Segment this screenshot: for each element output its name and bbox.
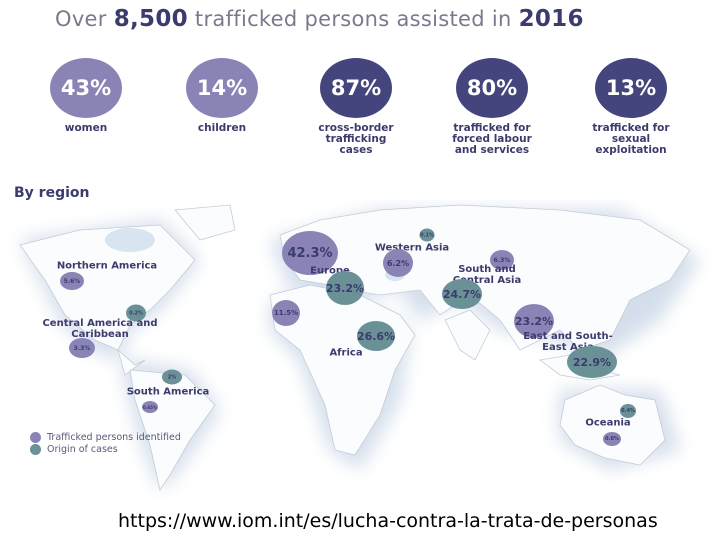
east-asia-identified-bubble: 23.2%: [514, 304, 554, 338]
stat-children: 14% children: [152, 58, 292, 134]
region-label-northern-america: Northern America: [56, 260, 158, 272]
region-label-europe: Europe: [310, 265, 350, 277]
region-label-east-asia: East and South-East Asia: [523, 331, 613, 353]
legend-origin: Origin of cases: [30, 444, 118, 455]
south-america-origin-bubble: 2%: [162, 369, 182, 385]
europe-origin-bubble: 23.2%: [326, 271, 364, 305]
central-america-identified-bubble: 3.3%: [69, 338, 95, 358]
origin-swatch-icon: [30, 444, 41, 455]
south-central-asia-identified-bubble: 6.3%: [490, 250, 514, 270]
stat-forced-labour: 80% trafficked for forced labour and serv…: [422, 58, 562, 156]
western-asia-identified-bubble: 6.2%: [383, 249, 413, 277]
africa-origin-bubble: 26.6%: [357, 321, 395, 351]
east-asia-origin-bubble: 22.9%: [567, 346, 617, 378]
page-title: Over 8,500 trafficked persons assisted i…: [55, 6, 584, 32]
northern-america-identified-bubble: 5.6%: [60, 272, 84, 290]
stat-women: 43% women: [16, 58, 156, 134]
oceania-identified-bubble: 0.8%: [603, 432, 621, 446]
africa-identified-bubble: 11.5%: [272, 300, 300, 326]
region-label-oceania: Oceania: [585, 417, 631, 429]
legend-identified: Trafficked persons identified: [30, 432, 181, 443]
region-heading: By region: [14, 185, 90, 201]
identified-swatch-icon: [30, 432, 41, 443]
region-label-south-central-asia: South and Central Asia: [452, 264, 522, 286]
region-label-africa: Africa: [329, 347, 363, 359]
region-label-south-america: South America: [126, 386, 210, 398]
europe-identified-bubble: 42.3%: [282, 231, 338, 275]
region-label-central-america: Central America and Caribbean: [42, 318, 158, 340]
south-america-identified-bubble: 0.65%: [142, 401, 158, 413]
region-label-western-asia: Western Asia: [374, 242, 450, 254]
stat-cross-border: 87% cross-border trafficking cases: [286, 58, 426, 156]
source-link[interactable]: https://www.iom.int/es/lucha-contra-la-t…: [118, 510, 658, 532]
south-central-asia-origin-bubble: 24.7%: [442, 279, 482, 309]
western-asia-origin-bubble: 0.1%: [419, 228, 435, 242]
oceania-origin-bubble: 0.4%: [620, 404, 636, 418]
stat-sexual-exploitation: 13% trafficked for sexual exploitation: [561, 58, 701, 156]
northern-america-origin-bubble: 0.2%: [126, 304, 146, 322]
